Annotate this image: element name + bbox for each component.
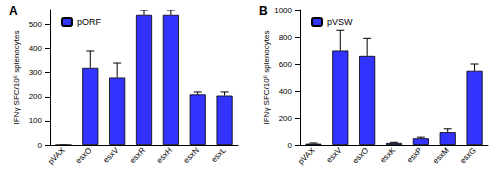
- svg-text:300: 300: [29, 68, 43, 77]
- svg-text:100: 100: [29, 116, 43, 125]
- svg-text:400: 400: [279, 87, 293, 96]
- svg-text:pVAX: pVAX: [46, 145, 67, 166]
- svg-text:IFNγ SFC/10⁶ splenocytes: IFNγ SFC/10⁶ splenocytes: [12, 31, 21, 125]
- svg-text:A: A: [9, 4, 18, 18]
- svg-text:esxR: esxR: [128, 146, 147, 165]
- svg-text:esxO: esxO: [351, 146, 371, 166]
- svg-text:esxH: esxH: [155, 146, 174, 165]
- svg-text:500: 500: [29, 20, 43, 29]
- svg-text:esxM: esxM: [431, 146, 451, 166]
- svg-text:esxG: esxG: [458, 146, 478, 166]
- svg-text:esxP: esxP: [405, 146, 424, 165]
- svg-text:esxO: esxO: [74, 146, 94, 166]
- svg-text:400: 400: [29, 44, 43, 53]
- svg-text:0: 0: [38, 141, 43, 150]
- svg-text:IFNγ SFC/10⁶ splenocytes: IFNγ SFC/10⁶ splenocytes: [262, 31, 271, 125]
- svg-text:esxV: esxV: [101, 145, 120, 164]
- svg-text:pVAX: pVAX: [296, 145, 317, 166]
- svg-text:200: 200: [279, 114, 293, 123]
- svg-text:800: 800: [279, 33, 293, 42]
- svg-text:esxN: esxN: [182, 146, 201, 165]
- svg-text:esxV: esxV: [325, 145, 344, 164]
- svg-text:1000: 1000: [274, 6, 292, 15]
- svg-text:200: 200: [29, 92, 43, 101]
- svg-text:B: B: [259, 4, 268, 18]
- svg-text:pORF: pORF: [77, 17, 102, 27]
- svg-text:600: 600: [279, 60, 293, 69]
- svg-text:esxK: esxK: [378, 145, 397, 164]
- svg-text:pVSW: pVSW: [327, 17, 353, 27]
- svg-text:esxL: esxL: [209, 145, 228, 164]
- svg-text:0: 0: [288, 141, 293, 150]
